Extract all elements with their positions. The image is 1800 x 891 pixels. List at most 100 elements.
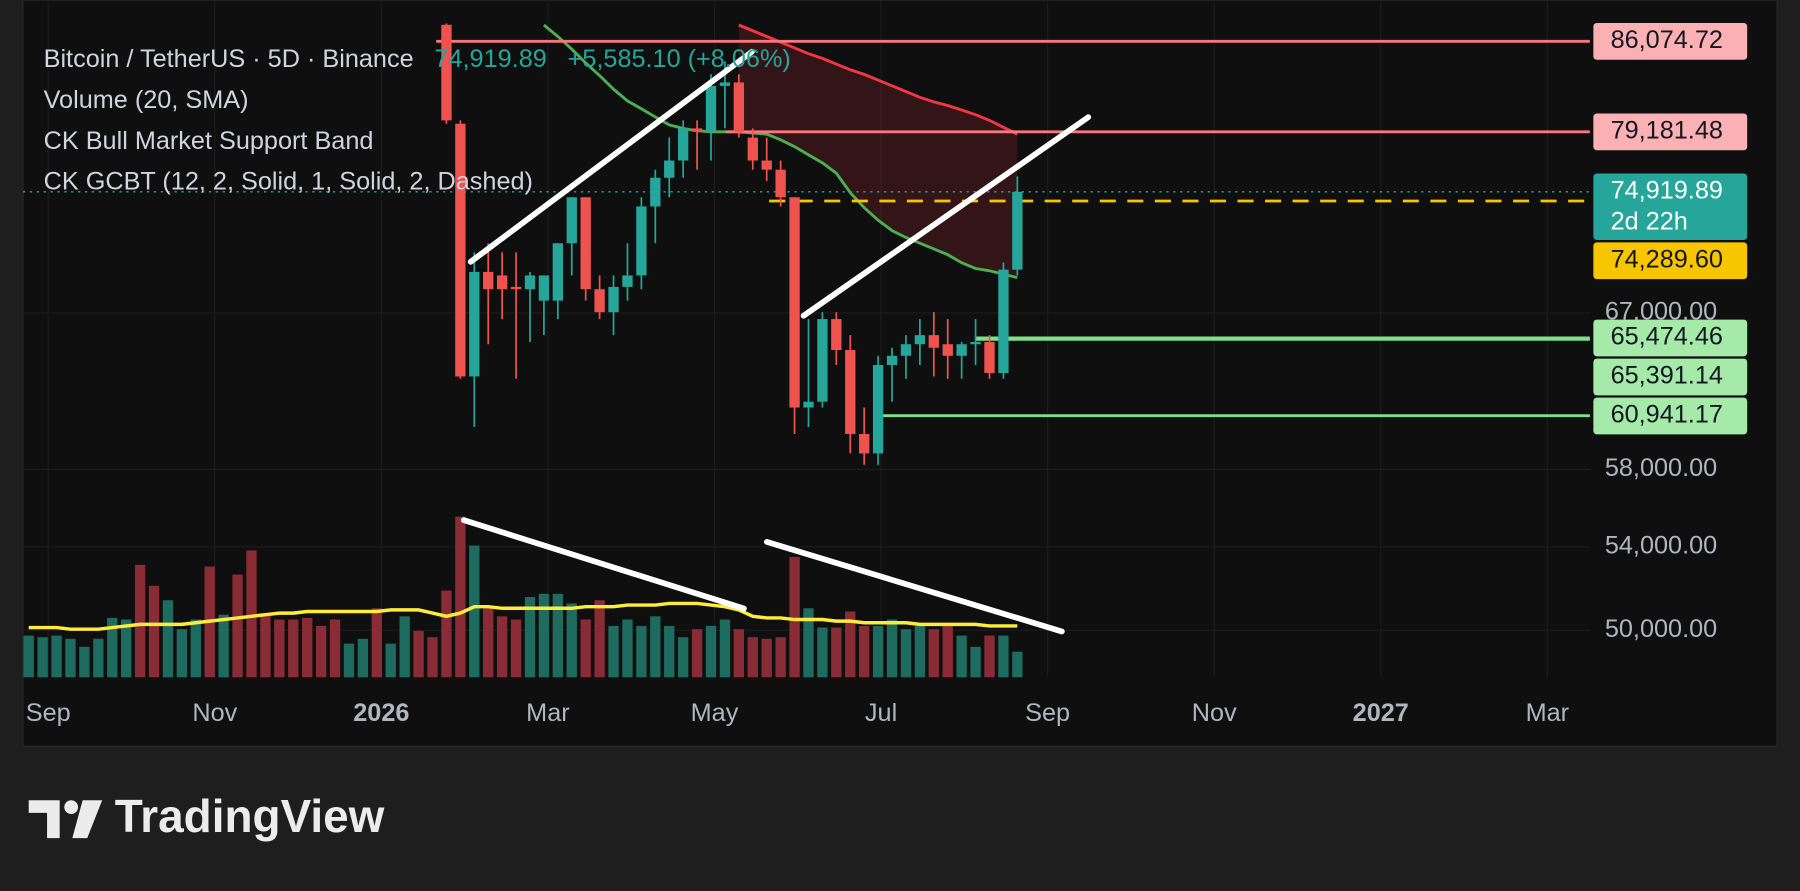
volume-bar [622, 619, 633, 678]
candle-body [622, 275, 633, 287]
volume-bar [691, 629, 703, 678]
volume-bar [148, 585, 160, 678]
candle-body [594, 289, 605, 313]
volume-bar [664, 625, 675, 678]
volume-bar [246, 550, 257, 678]
candle-body [761, 160, 772, 170]
price-label: 74,919.89 [1611, 177, 1723, 205]
price-label: 74,289.60 [1611, 245, 1723, 273]
price-label-box [1593, 397, 1748, 435]
volume-bar [455, 516, 466, 678]
x-tick-label: Sep [1025, 699, 1070, 727]
candle-body [496, 275, 508, 290]
price-label-box [1593, 319, 1748, 357]
volume-bar [93, 638, 104, 678]
candle-body [691, 128, 703, 132]
volume-bar [845, 611, 856, 678]
y-tick-label: 58,000.00 [1605, 454, 1717, 482]
candle-body [775, 169, 786, 198]
volume-bar [190, 619, 201, 678]
volume-bar [775, 637, 786, 678]
candle-body [608, 286, 619, 313]
price-label-box [1593, 173, 1748, 241]
volume-bar [914, 625, 926, 678]
volume-bar [51, 635, 62, 678]
countdown-label: 2d 22h [1611, 208, 1688, 236]
trend-line[interactable] [467, 48, 755, 265]
volume-bar [928, 629, 939, 678]
x-tick-label: Mar [526, 699, 570, 727]
volume-bar [803, 608, 814, 678]
volume-bar [260, 614, 271, 678]
candle-body [886, 355, 898, 366]
indicator-label[interactable]: CK Bull Market Support Band [44, 127, 374, 155]
candle-body [552, 243, 564, 301]
volume-bar [636, 625, 647, 678]
brand-logo: TradingView [28, 790, 385, 842]
volume-bar [580, 619, 591, 678]
candle-body [900, 344, 912, 356]
x-tick-label: Jul [865, 699, 897, 727]
brand-name: TradingView [115, 790, 385, 842]
volume-bar [747, 637, 758, 678]
symbol: Bitcoin / TetherUS · 5D · Binance [44, 44, 414, 72]
volume-bar [162, 600, 174, 678]
volume-bar [719, 619, 731, 678]
candle-body [455, 123, 466, 377]
volume-bar [121, 619, 132, 678]
volume-bar [789, 556, 800, 678]
candle-body [566, 197, 577, 244]
candle-body [650, 177, 661, 207]
candle-body [1012, 191, 1023, 270]
candle-body [580, 197, 591, 290]
volume-bar [385, 643, 396, 678]
volume-bar [371, 608, 382, 678]
x-tick-label: Nov [1192, 699, 1237, 727]
volume-bar [886, 619, 898, 678]
logo-mark [64, 800, 79, 814]
trend-line[interactable] [460, 517, 747, 612]
legend: Bitcoin / TetherUS · 5D · Binance 74,919… [44, 44, 791, 195]
volume-bar [343, 643, 355, 678]
price-label-box [1593, 358, 1748, 396]
candle-body [817, 319, 828, 402]
candle-body [664, 160, 675, 178]
price-label-box [1593, 242, 1748, 280]
volume-bar [733, 629, 745, 678]
candle-body [859, 433, 870, 454]
volume-bar [510, 619, 522, 678]
volume-bar [107, 617, 118, 678]
candle-body [970, 342, 981, 345]
volume-bar [469, 545, 480, 678]
volume-bar [441, 590, 452, 678]
trend-line[interactable] [763, 539, 1065, 635]
indicator-label[interactable]: CK GCBT (12, 2, Solid, 1, Solid, 2, Dash… [44, 167, 533, 195]
volume-bar [427, 637, 438, 678]
volume-bar [872, 625, 884, 678]
candle-body [942, 344, 953, 356]
volume-bar [998, 635, 1009, 678]
volume-bar [942, 625, 953, 678]
volume-bar [677, 637, 689, 678]
axes: Sep Nov 2026 Mar May Jul Sep Nov 2027 Mar 50,000.0… [26, 298, 1717, 727]
price-label: 79,181.48 [1611, 117, 1723, 145]
price-label: 65,391.14 [1611, 362, 1723, 390]
x-tick-label: Nov [192, 699, 237, 727]
trend-lines [460, 48, 1092, 635]
plot-area [22, 23, 1590, 678]
x-tick-label: May [691, 699, 739, 727]
candle-body [510, 286, 522, 290]
y-tick-label: 50,000.00 [1605, 615, 1717, 643]
volume-bar [524, 597, 536, 678]
indicator-label[interactable]: Volume (20, SMA) [44, 86, 249, 114]
trend-line[interactable] [800, 114, 1092, 319]
volume-bar [859, 625, 870, 678]
volume-bar [984, 635, 995, 678]
candle-body [998, 269, 1009, 374]
candle-body [469, 271, 480, 377]
candle-body [789, 197, 800, 408]
volume-bar [594, 600, 605, 678]
volume-bar [900, 629, 912, 678]
price-label: 65,474.46 [1611, 323, 1723, 351]
price-label: 60,941.17 [1611, 401, 1723, 429]
